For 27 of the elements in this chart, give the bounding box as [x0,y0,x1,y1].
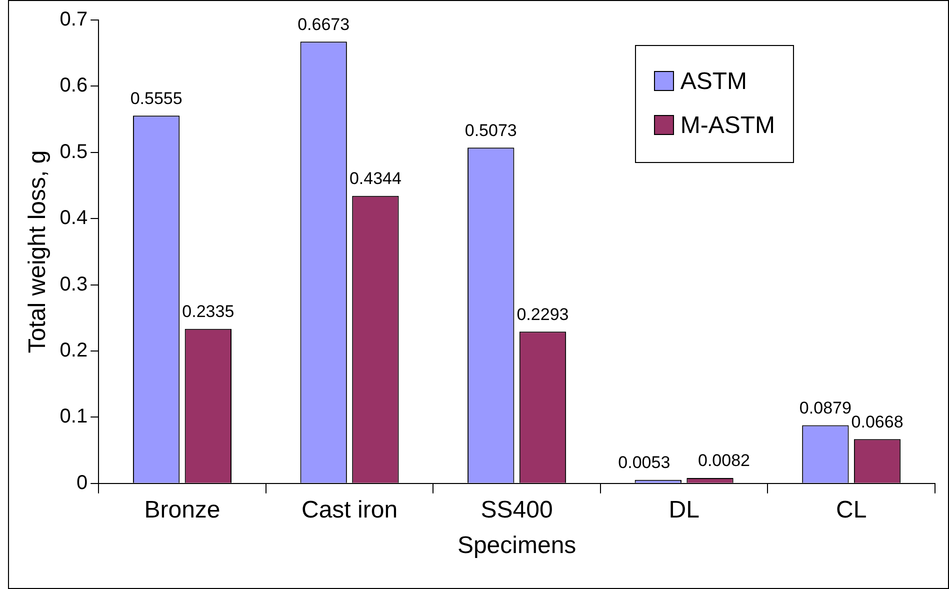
y-tick-label: 0.4 [60,207,88,230]
x-tick-label: CL [836,496,867,524]
y-tick-label: 0.2 [60,340,88,362]
x-tick-label: Cast iron [302,496,398,524]
data-label: 0.6673 [298,14,350,34]
y-tick-label: 0.7 [60,8,88,31]
x-tick-label: Bronze [144,496,220,524]
y-tick-label: 0.3 [60,273,88,296]
y-tick-label: 0 [76,472,88,494]
data-label: 0.5073 [464,120,517,140]
data-label: 0.2293 [516,304,569,324]
data-label: 0.0082 [698,451,750,470]
y-tick-label: 0.5 [60,140,88,163]
data-label: 0.0879 [799,398,852,418]
x-axis-title: Specimens [457,532,576,560]
y-axis-title: Total weight loss, g [24,150,52,354]
legend-label: M-ASTM [679,111,775,141]
data-label: 0.0053 [618,453,670,472]
data-label: 0.0668 [851,412,904,432]
data-label: 0.4344 [349,169,402,188]
legend-label: ASTM [679,67,748,97]
x-tick-label: SS400 [480,496,553,524]
y-tick-label: 0.6 [60,74,88,97]
y-tick-label: 0.1 [60,406,88,428]
data-label: 0.2335 [182,302,234,322]
data-label: 0.5555 [130,88,182,108]
x-tick-label: DL [668,496,700,524]
